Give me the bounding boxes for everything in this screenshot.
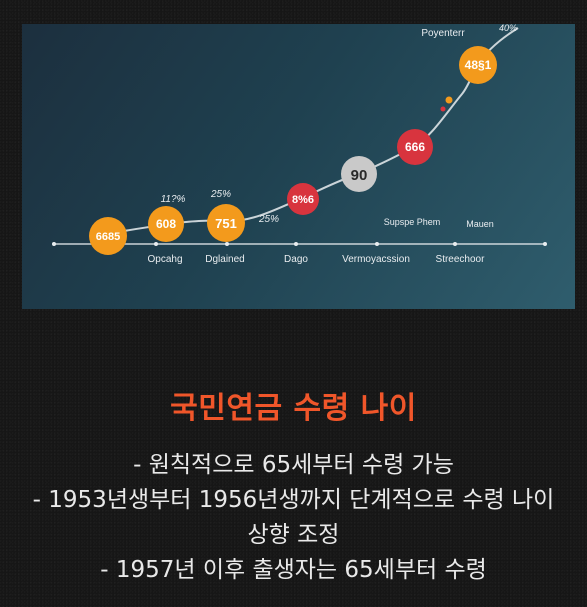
milestone: 608	[148, 206, 184, 242]
milestone: 666	[397, 129, 433, 165]
milestone: 48§1	[459, 46, 497, 84]
axis-tick	[52, 242, 56, 246]
top-label: Poyenterr	[421, 28, 465, 39]
axis-label: Streechoor	[436, 254, 486, 265]
milestone-value: 608	[156, 217, 176, 231]
milestone-circle	[459, 46, 497, 84]
milestone-value: 8%6	[292, 194, 314, 206]
axis-ticks	[52, 242, 547, 246]
bullet-item: - 원칙적으로 65세부터 수령 가능	[133, 452, 454, 478]
bullet-list: - 원칙적으로 65세부터 수령 가능 - 1953년생부터 1956년생까지 …	[20, 448, 567, 588]
milestone-value: 751	[215, 216, 237, 231]
milestone-circle	[148, 206, 184, 242]
axis-label: Dago	[284, 254, 308, 265]
upper-label: Mauen	[466, 219, 494, 229]
connector-dot	[445, 96, 453, 104]
axis-tick	[294, 242, 298, 246]
milestone-value: 6685	[96, 231, 120, 243]
percent-label: 25%	[210, 189, 231, 200]
milestone-value: 90	[351, 167, 368, 184]
axis-tick	[453, 242, 457, 246]
slide-title: 국민연금 수령 나이	[170, 391, 417, 426]
axis-label: Dglained	[205, 254, 244, 265]
milestone-circle	[287, 183, 319, 215]
milestone-circle	[207, 204, 245, 242]
milestone: 6685	[89, 217, 127, 255]
milestone-circle	[397, 129, 433, 165]
axis-label: Vermoyacssion	[342, 254, 410, 265]
milestone: 8%6	[287, 183, 319, 215]
axis-tick	[375, 242, 379, 246]
illustration-graphic: 6685 608 751 8%6 90 666 48§1 11?% 25% 2	[52, 24, 547, 265]
milestone: 90	[341, 156, 377, 192]
illustration-image: 6685 608 751 8%6 90 666 48§1 11?% 25% 2	[22, 24, 575, 309]
milestone: 751	[207, 204, 245, 242]
percent-label: 25%	[258, 214, 279, 225]
percent-label: 11?%	[161, 194, 186, 205]
connector-dot	[440, 106, 446, 112]
milestone-circle	[89, 217, 127, 255]
milestone-circle	[341, 156, 377, 192]
milestone-value: 666	[405, 140, 425, 154]
upper-label: Supspe Phem	[384, 217, 441, 227]
axis-tick	[154, 242, 158, 246]
axis-tick	[543, 242, 547, 246]
axis-tick	[225, 242, 229, 246]
milestone-value: 48§1	[465, 58, 492, 72]
bullet-item: - 1957년 이후 출생자는 65세부터 수령	[100, 557, 487, 583]
top-label: 40%	[499, 24, 517, 33]
axis-label: Opcahg	[147, 254, 182, 265]
bullet-item: - 1953년생부터 1956년생까지 단계적으로 수령 나이 상향 조정	[32, 487, 555, 548]
